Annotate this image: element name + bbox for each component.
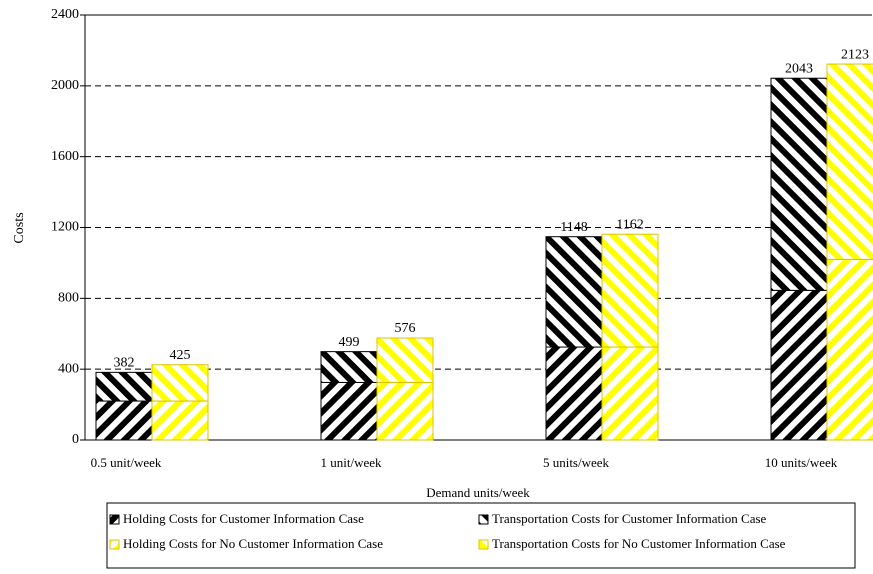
bar-segment (95, 371, 153, 402)
x-tick-label: 0.5 unit/week (91, 455, 162, 470)
y-tick-label: 800 (58, 291, 79, 306)
bar-segment (376, 381, 434, 441)
legend-label: Holding Costs for No Customer Informatio… (123, 536, 383, 551)
total-label: 499 (339, 335, 360, 350)
bar-segment (151, 400, 209, 441)
legend-swatch (109, 539, 120, 550)
bar-segment (95, 400, 153, 441)
bar-segment (826, 63, 873, 260)
total-label: 576 (395, 321, 416, 336)
x-axis-title: Demand units/week (426, 485, 530, 500)
total-label: 425 (170, 348, 191, 363)
bar-segment (376, 337, 434, 383)
legend-box (106, 502, 856, 569)
bar-segment (320, 351, 378, 383)
bar-segment (151, 364, 209, 402)
x-tick-label: 5 units/week (543, 455, 610, 470)
total-label: 2043 (785, 61, 813, 76)
legend-swatch (478, 514, 489, 525)
y-tick-label: 0 (72, 432, 79, 447)
bar-segment (320, 381, 378, 441)
y-tick-label: 1200 (51, 220, 79, 235)
bar-segment (545, 346, 603, 441)
y-axis-title: Costs (12, 212, 27, 243)
legend-label: Holding Costs for Customer Information C… (123, 511, 364, 526)
legend-swatch (478, 539, 489, 550)
bar-segment (601, 233, 659, 348)
bar-segment (545, 236, 603, 348)
total-label: 1162 (616, 217, 643, 232)
total-label: 2123 (841, 47, 869, 62)
total-label: 1148 (560, 220, 587, 235)
y-tick-label: 400 (58, 361, 79, 376)
legend-swatch (109, 514, 120, 525)
legend-label: Transportation Costs for No Customer Inf… (492, 536, 786, 551)
bar-segment (770, 289, 828, 441)
bar-segment (770, 77, 828, 291)
bar-segment (601, 346, 659, 441)
legend-label: Transportation Costs for Customer Inform… (492, 511, 767, 526)
y-tick-label: 2000 (51, 78, 79, 93)
x-tick-label: 10 units/week (765, 455, 838, 470)
y-tick-label: 2400 (51, 7, 79, 22)
total-label: 382 (114, 356, 135, 371)
bar-segment (826, 258, 873, 441)
y-tick-label: 1600 (51, 149, 79, 164)
x-tick-label: 1 unit/week (320, 455, 382, 470)
